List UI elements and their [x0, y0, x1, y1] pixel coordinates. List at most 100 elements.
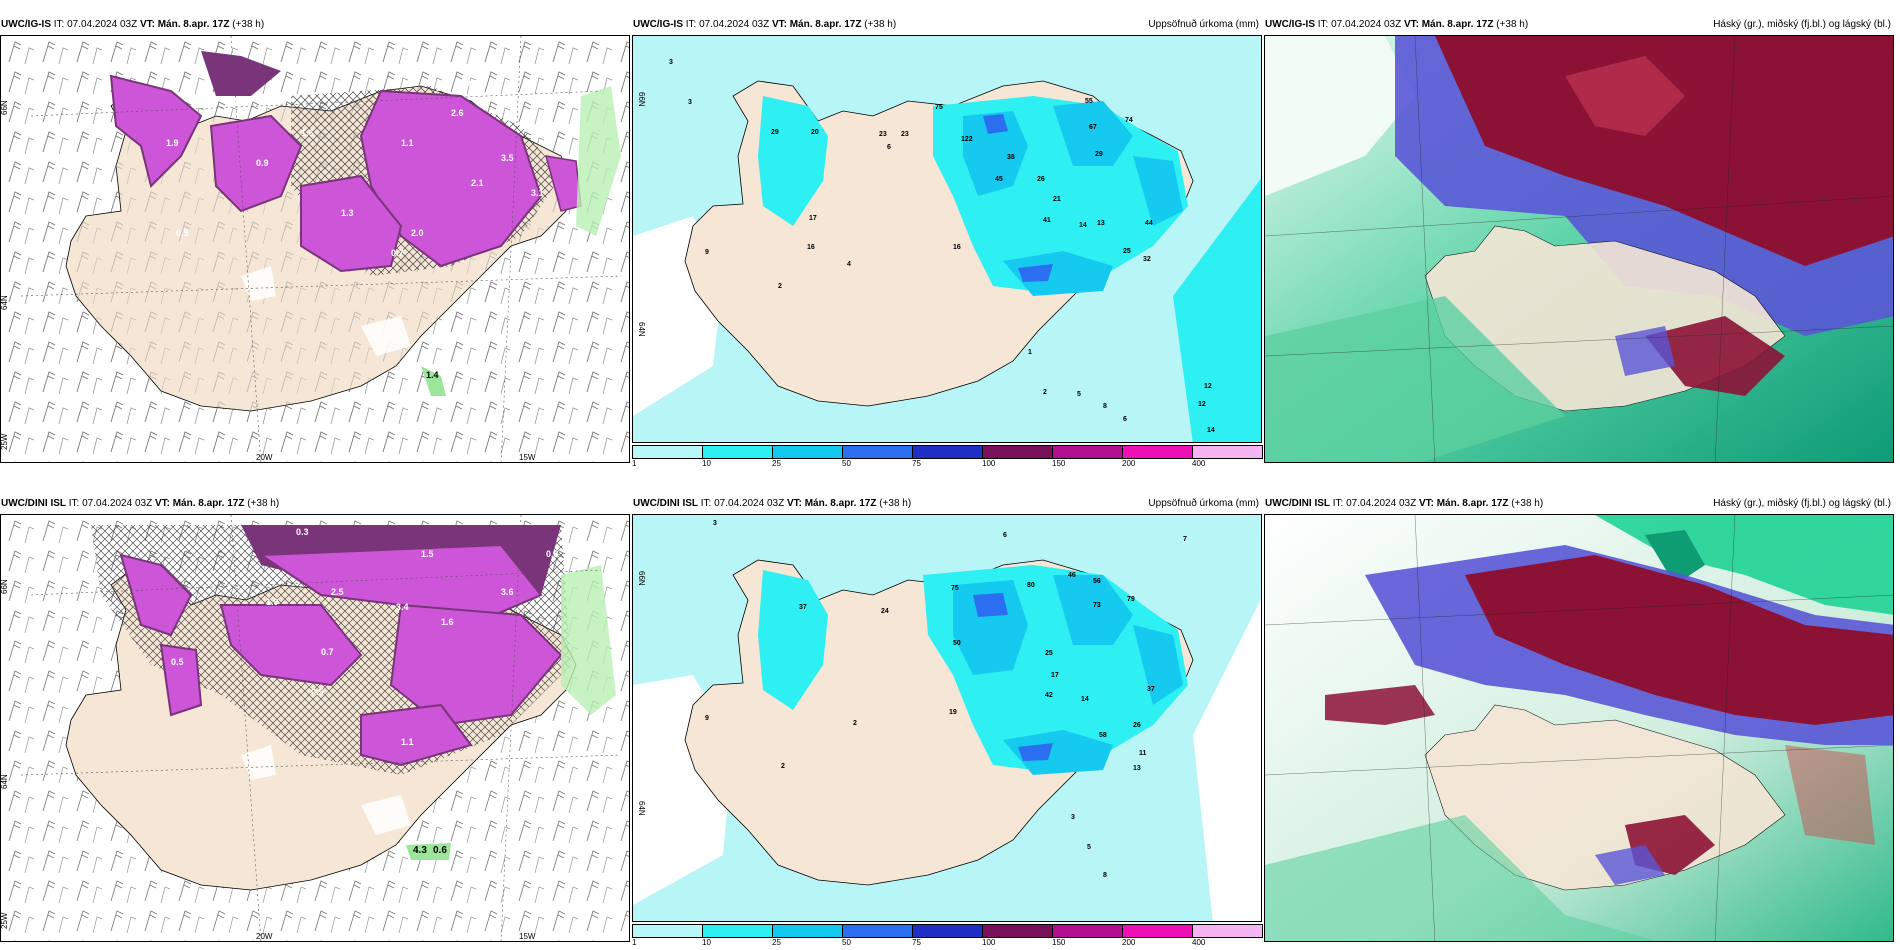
precip-value: 26 [1037, 176, 1045, 183]
colorbar-segment [632, 445, 703, 459]
colorbar-tick: 100 [982, 938, 996, 947]
precip-value: 0.6 [546, 549, 559, 559]
colorbar-segment [702, 924, 773, 938]
precip-value: 55 [1085, 98, 1093, 105]
map-precip-rate[interactable]: 66N 64N 25W 20W 15W 0.5 1.4 2.6 1.1 2.0 … [0, 35, 630, 463]
precip-value: 0.5 [171, 657, 184, 667]
precip-value: 23 [879, 131, 887, 138]
precip-value: 1.6 [441, 617, 454, 627]
panel-title: Uppsöfnuð úrkoma (mm) [1148, 19, 1259, 30]
panel-title: Háský (gr.), miðský (fj.bl.) og lágský (… [1713, 498, 1891, 509]
lon-label: 20W [256, 453, 273, 462]
model-name: UWC/DINI ISL [1265, 498, 1330, 509]
model-name: UWC/IG-IS [1265, 19, 1315, 30]
colorbar-tick: 10 [702, 459, 711, 468]
panel-title: Uppsöfnuð úrkoma (mm) [1148, 498, 1259, 509]
colorbar-tick: 10 [702, 938, 711, 947]
precip-value: 0.7 [391, 248, 404, 258]
valid-time: VT: Mán. 8.apr. 17Z [786, 498, 877, 509]
precip-value: 2 [853, 720, 857, 727]
panel-header: UWC/IG-IS IT: 07.04.2024 03Z VT: Mán. 8.… [632, 15, 1262, 35]
colorbar-tick: 1 [632, 938, 637, 947]
lead-time: (+38 h) [876, 498, 912, 509]
init-time: IT: 07.04.2024 03Z [683, 19, 772, 30]
map-clouds[interactable] [1264, 35, 1894, 463]
panel-ig-is-accum-precip: UWC/IG-IS IT: 07.04.2024 03Z VT: Mán. 8.… [632, 15, 1263, 468]
panel-header: UWC/DINI ISL IT: 07.04.2024 03Z VT: Mán.… [632, 494, 1262, 514]
precip-value: 17 [809, 215, 817, 222]
precip-value: 11 [1139, 750, 1147, 757]
precip-value: 37 [1147, 686, 1155, 693]
precip-value: 75 [951, 585, 959, 592]
precip-value: 1.3 [341, 208, 354, 218]
panel-header: UWC/DINI ISL IT: 07.04.2024 03Z VT: Mán.… [1264, 494, 1894, 514]
precip-value: 9 [705, 249, 709, 256]
colorbar-tick: 200 [1122, 459, 1136, 468]
map-svg [1265, 36, 1893, 462]
map-svg: 3 3 29 20 23 23 75 122 38 55 67 74 45 29… [633, 36, 1261, 442]
precip-value: 4 [847, 261, 851, 268]
precip-value: 2.5 [331, 587, 344, 597]
colorbar-tick: 75 [912, 459, 921, 468]
valid-time: VT: Mán. 8.apr. 17Z [1403, 19, 1494, 30]
precip-value: 0.5 [311, 687, 324, 697]
precip-value: 23 [901, 131, 909, 138]
precip-value: 58 [1099, 732, 1107, 739]
colorbar-tick: 400 [1192, 938, 1206, 947]
lon-label: 20W [256, 932, 273, 941]
colorbar-segment [982, 924, 1053, 938]
colorbar-tick: 1 [632, 459, 637, 468]
map-svg: 3 6 7 37 24 75 80 46 56 73 79 50 42 25 1… [633, 515, 1261, 921]
precip-value: 29 [771, 129, 779, 136]
colorbar-segment [772, 445, 843, 459]
colorbar-tick: 25 [772, 938, 781, 947]
panel-header: UWC/IG-IS IT: 07.04.2024 03Z VT: Mán. 8.… [1264, 15, 1894, 35]
colorbar-segment [1122, 445, 1193, 459]
precip-value: 24 [881, 608, 889, 615]
precip-value: 14 [1079, 222, 1087, 229]
model-name: UWC/IG-IS [1, 19, 51, 30]
colorbar-segment [702, 445, 773, 459]
map-clouds[interactable] [1264, 514, 1894, 942]
colorbar-tick: 150 [1052, 938, 1066, 947]
precip-value: 1.1 [401, 138, 414, 148]
colorbar: 1 10 25 50 75 100 150 200 400 [632, 445, 1263, 468]
precip-value: 17 [1051, 672, 1059, 679]
lon-label: 15W [519, 453, 536, 462]
model-name: UWC/DINI ISL [1, 498, 66, 509]
model-name: UWC/DINI ISL [633, 498, 698, 509]
precip-value: 16 [953, 244, 961, 251]
colorbar-segment [982, 445, 1053, 459]
panel-ig-is-precip-rate: UWC/IG-IS IT: 07.04.2024 03Z VT: Mán. 8.… [0, 15, 630, 465]
colorbar-tick: 25 [772, 459, 781, 468]
precip-value: 3 [1071, 814, 1075, 821]
colorbar-segment [1192, 924, 1263, 938]
precip-value: 1 [1028, 349, 1032, 356]
map-accum-precip[interactable]: 3 3 29 20 23 23 75 122 38 55 67 74 45 29… [632, 35, 1262, 443]
lat-label: 64N [637, 322, 646, 337]
precip-value: 3 [669, 59, 673, 66]
precip-value: 0.4 [466, 78, 479, 88]
precip-value: 50 [953, 640, 961, 647]
colorbar-segment [772, 924, 843, 938]
map-svg [1265, 515, 1893, 941]
precip-value: 2 [1043, 389, 1047, 396]
precip-value: 8 [1103, 403, 1107, 410]
map-svg: 66N 64N 25W 20W 15W 0.3 1.5 3.4 1.6 2.5 … [1, 515, 629, 941]
precip-value: 5 [1077, 391, 1081, 398]
map-precip-rate[interactable]: 66N 64N 25W 20W 15W 0.3 1.5 3.4 1.6 2.5 … [0, 514, 630, 942]
lead-time: (+38 h) [244, 498, 280, 509]
precip-value: 1.4 [436, 83, 449, 93]
map-accum-precip[interactable]: 3 6 7 37 24 75 80 46 56 73 79 50 42 25 1… [632, 514, 1262, 922]
precip-value: 0.5 [226, 98, 239, 108]
colorbar-tick: 150 [1052, 459, 1066, 468]
lon-label: 25W [1, 433, 9, 450]
panel-ig-is-clouds: UWC/IG-IS IT: 07.04.2024 03Z VT: Mán. 8.… [1264, 15, 1894, 465]
precip-value: 74 [1125, 117, 1133, 124]
precip-value: 14 [1081, 696, 1089, 703]
lat-label: 66N [637, 571, 646, 586]
panel-dini-clouds: UWC/DINI ISL IT: 07.04.2024 03Z VT: Mán.… [1264, 494, 1894, 944]
lat-label: 64N [1, 774, 9, 789]
precip-value: 75 [935, 104, 943, 111]
precip-value: 37 [799, 604, 807, 611]
